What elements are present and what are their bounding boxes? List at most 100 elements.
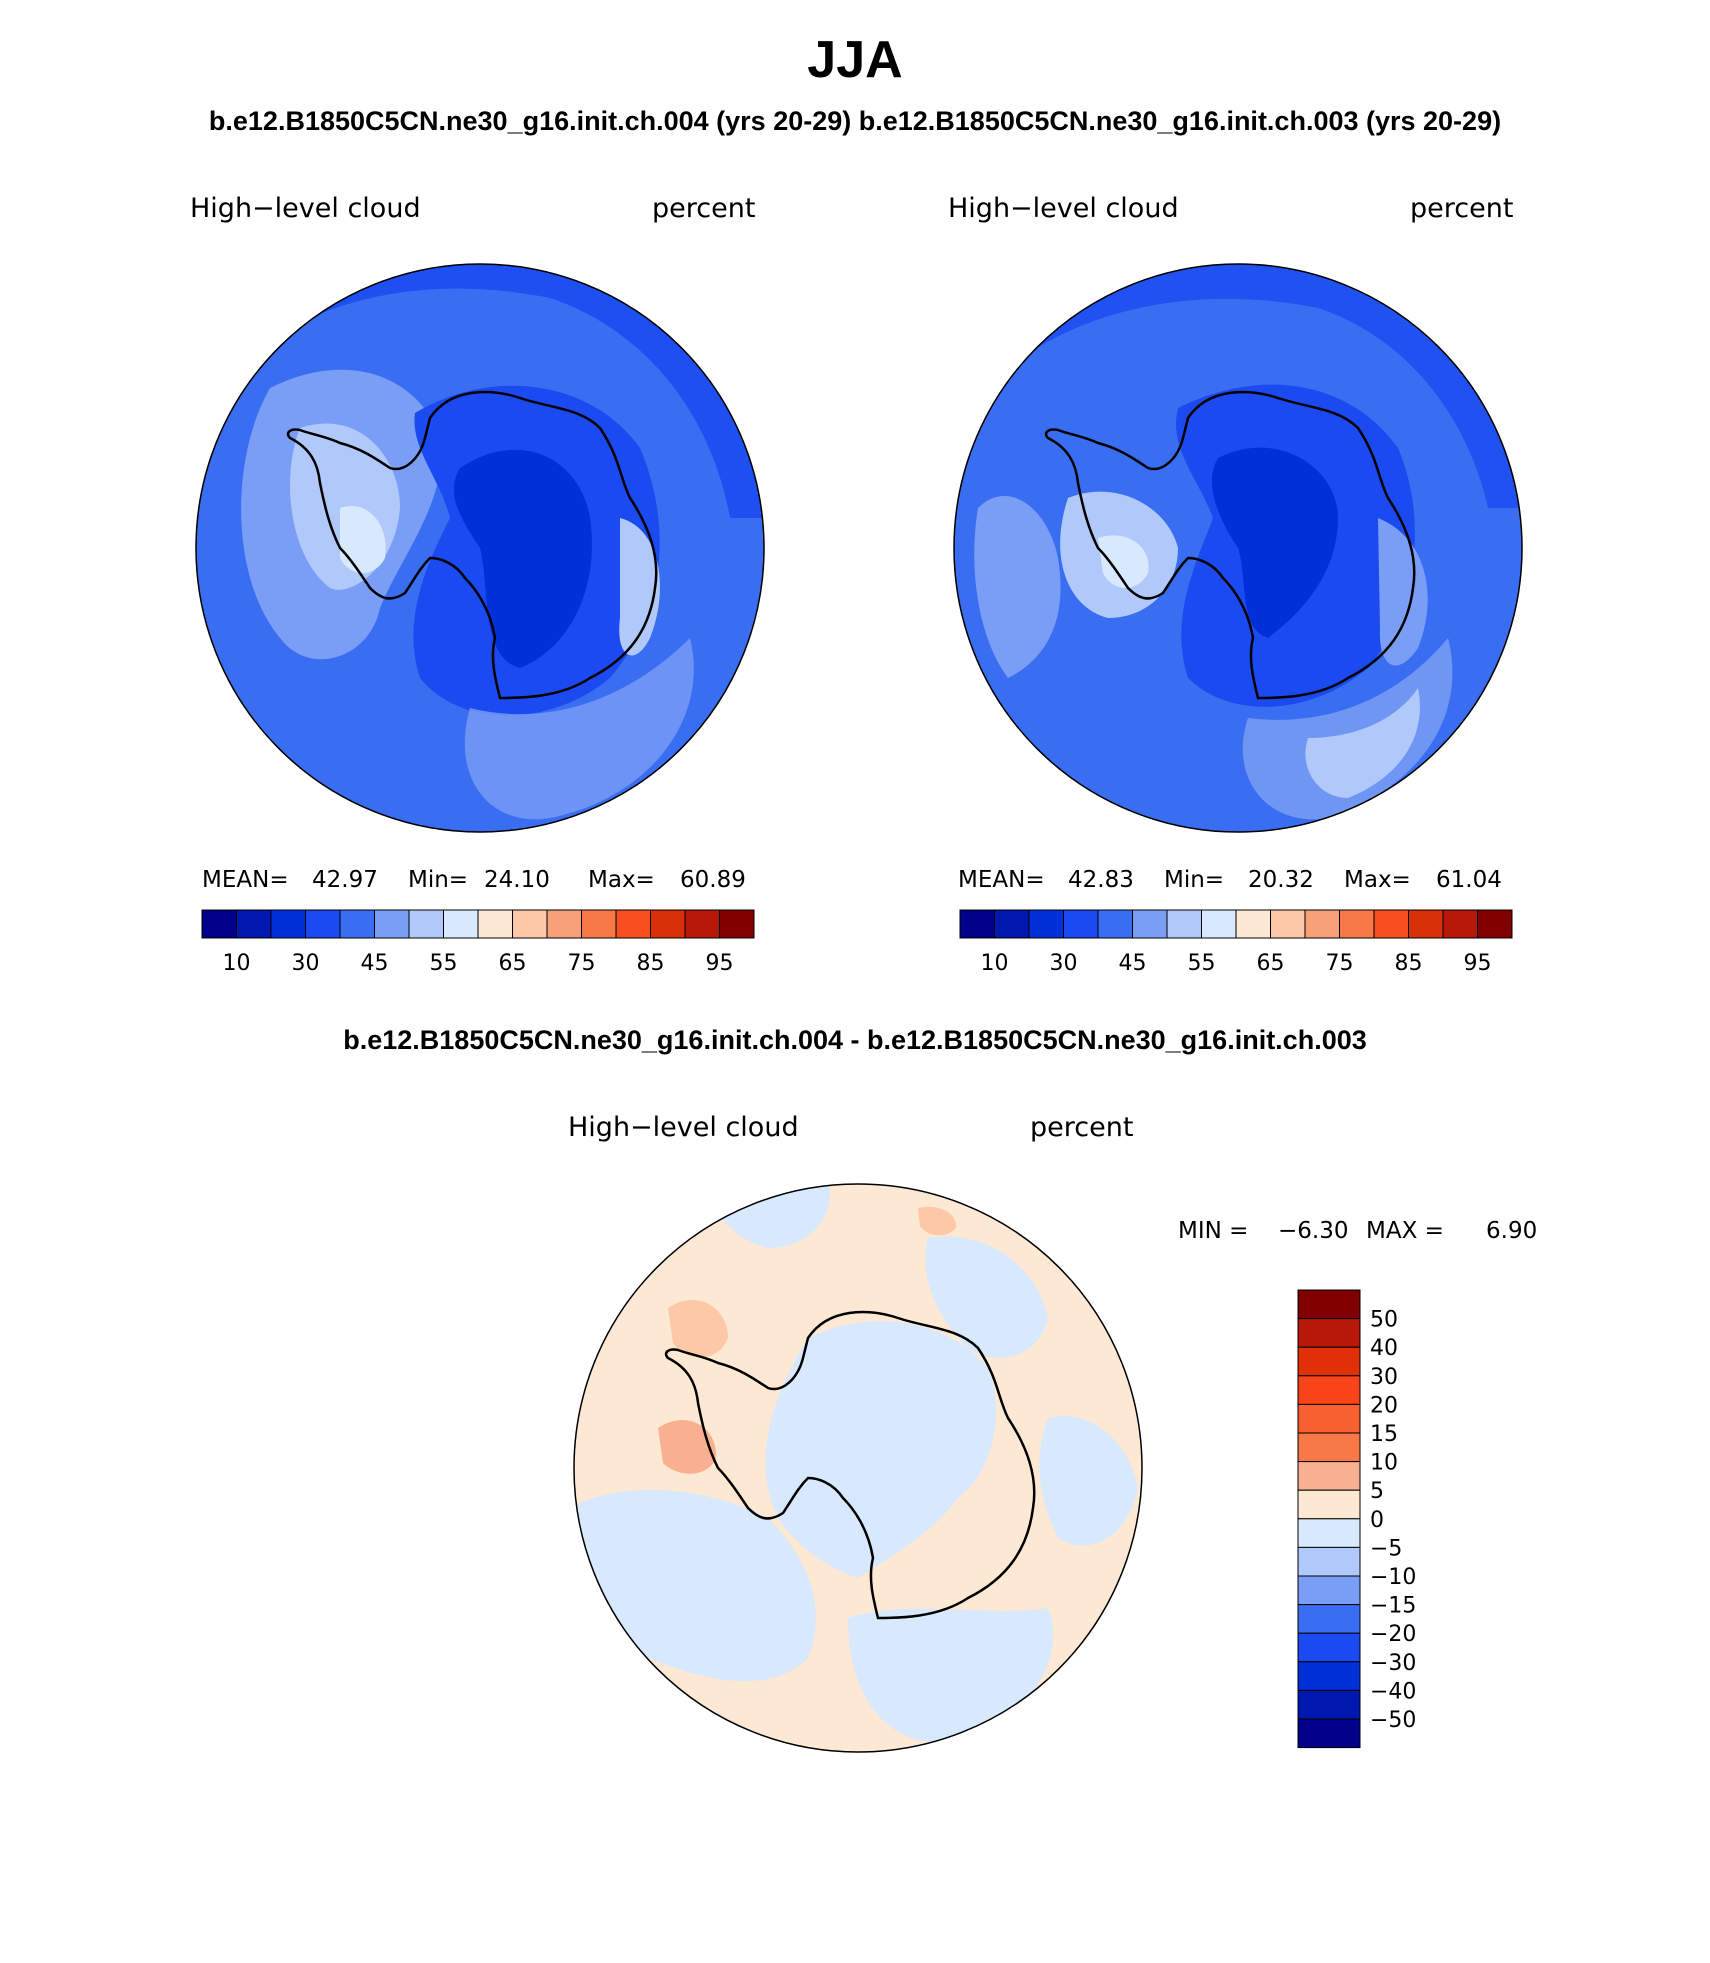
panel-2-colorbar-swatch: [959, 909, 995, 939]
panel-2-colorbar-tick-label: 10: [981, 951, 1009, 976]
panel-1-colorbar-swatch: [684, 909, 720, 939]
difference-colorbar-swatch: [1297, 1289, 1361, 1320]
difference-title: b.e12.B1850C5CN.ne30_g16.init.ch.004 - b…: [343, 1025, 1367, 1055]
panel-1-colorbar-swatch: [236, 909, 272, 939]
panel-2-colorbar-swatch: [1063, 909, 1099, 939]
panel-1-colorbar-swatch: [443, 909, 479, 939]
panel-1-colorbar-swatch: [408, 909, 444, 939]
panel-1-colorbar-swatch: [339, 909, 375, 939]
difference-colorbar-swatch: [1297, 1546, 1361, 1577]
difference-colorbar-tick-label: −20: [1370, 1622, 1416, 1647]
panel-2-min-value: 20.32: [1248, 867, 1314, 893]
panel-2-colorbar-swatch: [1028, 909, 1064, 939]
difference-colorbar-swatch: [1297, 1403, 1361, 1434]
panel-2-colorbar-swatch: [1270, 909, 1306, 939]
panel-2-colorbar-tick-label: 65: [1257, 951, 1285, 976]
panel-2-colorbar-tick-label: 55: [1188, 951, 1216, 976]
difference-colorbar-tick-label: −5: [1370, 1536, 1402, 1561]
panel-2-max-label: Max=: [1344, 867, 1411, 893]
difference-colorbar-tick-label: 20: [1370, 1393, 1398, 1418]
difference-colorbar-tick-label: 0: [1370, 1508, 1384, 1533]
panel-2-colorbar-swatch: [1408, 909, 1444, 939]
difference-colorbar-swatch: [1297, 1718, 1361, 1749]
panel-2-colorbar-swatch: [1132, 909, 1168, 939]
panel-2-colorbar-swatch: [1373, 909, 1409, 939]
panel-1-colorbar-tick-label: 10: [223, 951, 251, 976]
panel-2-colorbar-tick-label: 75: [1326, 951, 1354, 976]
panel-2-colorbar-swatch: [994, 909, 1030, 939]
difference-units: percent: [1030, 1112, 1134, 1143]
panel-1-colorbar-swatch: [477, 909, 513, 939]
panel-1-min-label: Min=: [408, 867, 469, 893]
difference-colorbar-swatch: [1297, 1632, 1361, 1663]
panel-1-colorbar-swatch: [650, 909, 686, 939]
difference-min-value: −6.30: [1278, 1218, 1349, 1244]
difference-colorbar-tick-label: 40: [1370, 1336, 1398, 1361]
difference-colorbar-tick-label: 15: [1370, 1422, 1398, 1447]
panel-2-mean-label: MEAN=: [958, 867, 1045, 893]
difference-colorbar-swatch: [1297, 1346, 1361, 1377]
difference-min-label: MIN =: [1178, 1218, 1249, 1244]
difference-colorbar-tick-label: −10: [1370, 1565, 1416, 1590]
case-subtitle: b.e12.B1850C5CN.ne30_g16.init.ch.004 (yr…: [208, 106, 1502, 136]
panel-1-colorbar-swatch: [719, 909, 755, 939]
difference-map: [573, 1183, 1143, 1753]
difference-colorbar-tick-label: 5: [1370, 1479, 1384, 1504]
difference-max-label: MAX =: [1366, 1218, 1444, 1244]
panel-1-colorbar-tick-label: 65: [499, 951, 527, 976]
difference-colorbar-tick-label: 30: [1370, 1365, 1398, 1390]
difference-variable: High−level cloud: [568, 1112, 799, 1143]
panel-1-mean-label: MEAN=: [202, 867, 289, 893]
panel-1-colorbar-tick-label: 95: [706, 951, 734, 976]
panel-1-units: percent: [652, 193, 756, 224]
panel-2-colorbar-swatch: [1477, 909, 1513, 939]
panel-1-colorbar-tick-label: 55: [430, 951, 458, 976]
panel-2-variable: High−level cloud: [948, 193, 1179, 224]
panel-1-max-label: Max=: [588, 867, 655, 893]
panel-1-max-value: 60.89: [680, 867, 746, 893]
panel-2-colorbar-tick-label: 95: [1464, 951, 1492, 976]
panel-1-map: [195, 263, 765, 833]
panel-1-colorbar-tick-label: 85: [637, 951, 665, 976]
difference-colorbar-tick-label: −50: [1370, 1708, 1416, 1733]
page-title: JJA: [807, 31, 903, 89]
difference-colorbar-tick-label: −30: [1370, 1651, 1416, 1676]
panel-1-colorbar-tick-label: 75: [568, 951, 596, 976]
panel-2-colorbar-swatch: [1304, 909, 1340, 939]
difference-colorbar-tick-label: −15: [1370, 1594, 1416, 1619]
panel-1-colorbar-swatch: [305, 909, 341, 939]
panel-2-colorbar-swatch: [1097, 909, 1133, 939]
difference-colorbar-swatch: [1297, 1575, 1361, 1606]
panel-2-max-value: 61.04: [1436, 867, 1502, 893]
difference-colorbar-tick-label: 10: [1370, 1451, 1398, 1476]
difference-colorbar-swatch: [1297, 1375, 1361, 1405]
panel-1-min-value: 24.10: [484, 867, 550, 893]
panel-2-colorbar-tick-label: 85: [1395, 951, 1423, 976]
panel-1-colorbar: 10 30 45 55 65 75 85 95: [201, 909, 755, 976]
difference-colorbar-swatch: [1297, 1489, 1361, 1520]
panel-2-map: [953, 263, 1523, 833]
panel-2-colorbar-tick-label: 30: [1050, 951, 1078, 976]
panel-2-colorbar-tick-label: 45: [1119, 951, 1147, 976]
difference-colorbar-tick-label: −40: [1370, 1679, 1416, 1704]
difference-max-value: 6.90: [1486, 1218, 1538, 1244]
panel-1-colorbar-swatch: [615, 909, 651, 939]
difference-colorbar-tick-label: 50: [1370, 1308, 1398, 1333]
panel-2-colorbar-swatch: [1235, 909, 1271, 939]
difference-colorbar-swatch: [1297, 1432, 1361, 1463]
difference-colorbar-swatch: [1297, 1604, 1361, 1634]
panel-2-colorbar-swatch: [1201, 909, 1237, 939]
difference-colorbar-swatch: [1297, 1518, 1361, 1548]
difference-colorbar-swatch: [1297, 1661, 1361, 1691]
panel-2-colorbar: 10 30 45 55 65 75 85 95: [959, 909, 1513, 976]
panel-2-colorbar-swatch: [1339, 909, 1375, 939]
difference-colorbar-swatch: [1297, 1318, 1361, 1348]
panel-2-mean-value: 42.83: [1068, 867, 1134, 893]
panel-1-colorbar-swatch: [270, 909, 306, 939]
difference-colorbar-swatch: [1297, 1689, 1361, 1720]
difference-colorbar-swatch: [1297, 1461, 1361, 1491]
panel-2-min-label: Min=: [1164, 867, 1225, 893]
panel-2-colorbar-swatch: [1442, 909, 1478, 939]
panel-2-colorbar-swatch: [1166, 909, 1202, 939]
